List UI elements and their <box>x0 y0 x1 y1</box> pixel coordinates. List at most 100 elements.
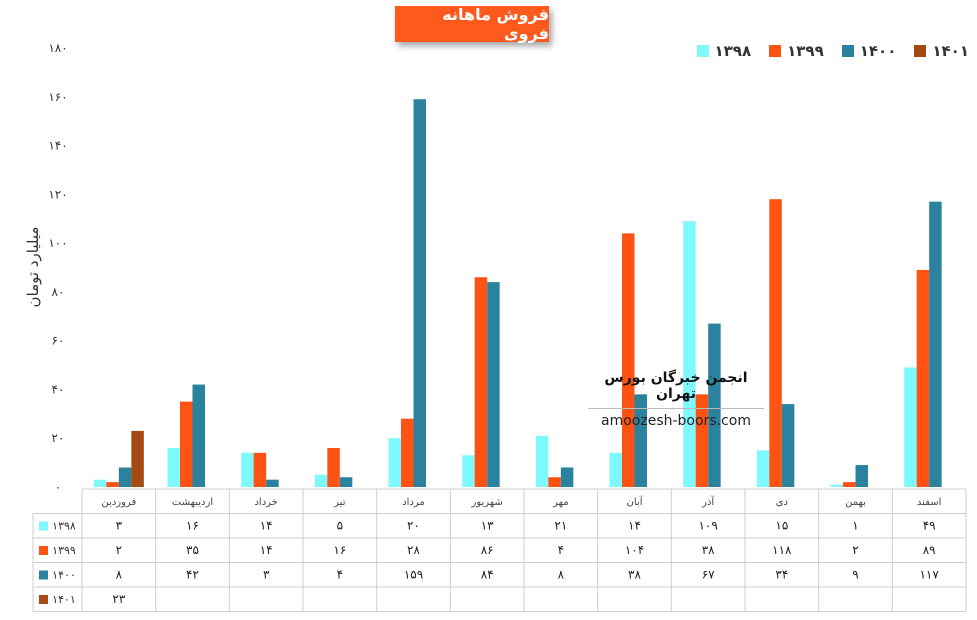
bar-9-1 <box>769 199 782 487</box>
bar-11-1 <box>916 269 930 487</box>
data-label: ۱۵ <box>775 519 788 533</box>
category-label: اسفند <box>917 497 941 508</box>
legend-label: ۱۴۰۰ <box>859 42 897 60</box>
bar-4-0 <box>388 438 401 487</box>
data-label: ۱۴ <box>628 519 641 533</box>
category-label: مرداد <box>402 497 425 508</box>
data-label: ۱۱۷ <box>919 568 939 582</box>
bar-3-1 <box>327 447 340 487</box>
bar-3-2 <box>339 477 353 487</box>
category-label: آذر <box>701 495 715 508</box>
bar-6-2 <box>560 467 574 487</box>
bar-7-2 <box>634 394 647 487</box>
data-label: ۱۰۹ <box>698 519 717 533</box>
table-series-name: ۱۳۹۸ <box>52 520 76 533</box>
data-label: ۱۰۴ <box>625 543 644 557</box>
data-label: ۱۴ <box>260 519 273 533</box>
y-tick-label: ۰ <box>55 480 61 494</box>
bar-4-2 <box>413 99 426 487</box>
bar-10-0 <box>830 484 843 487</box>
data-label: ۱۶ <box>186 519 199 533</box>
bar-4-1 <box>401 418 414 487</box>
table-series-name: ۱۳۹۹ <box>52 544 76 557</box>
data-label: ۲ <box>116 543 122 557</box>
bar-3-0 <box>314 474 328 487</box>
data-label: ۸۴ <box>481 568 494 582</box>
table-series-swatch <box>39 595 48 604</box>
bar-6-0 <box>535 435 549 487</box>
bar-8-1 <box>695 394 709 487</box>
y-tick-label: ۲۰ <box>52 431 65 445</box>
category-label: دی <box>776 497 788 508</box>
data-label: ۸۶ <box>481 543 494 557</box>
bar-9-2 <box>781 404 795 487</box>
legend: ۱۳۹۸ ۱۳۹۹ ۱۴۰۰ ۱۴۰۱ <box>696 42 969 60</box>
bar-7-0 <box>609 452 622 487</box>
chart-title-box: فروش ماهانه فروی <box>395 5 549 43</box>
y-tick-label: ۶۰ <box>52 334 65 348</box>
bar-0-2 <box>118 467 132 487</box>
legend-swatch <box>769 45 782 57</box>
bar-7-1 <box>622 233 635 487</box>
category-label: تیر <box>333 497 346 508</box>
table-series-name: ۱۴۰۱ <box>52 593 76 606</box>
watermark-divider <box>588 408 764 409</box>
category-label: شهریور <box>471 497 503 508</box>
y-tick-label: ۱۲۰ <box>48 187 67 201</box>
bar-8-2 <box>708 323 721 487</box>
bar-10-1 <box>843 482 856 487</box>
data-label: ۶۷ <box>702 568 715 582</box>
bar-0-1 <box>106 482 119 487</box>
bar-5-1 <box>474 277 488 487</box>
data-label: ۴۲ <box>186 568 199 582</box>
data-label: ۹ <box>852 568 858 582</box>
data-label: ۴ <box>558 543 564 557</box>
bar-9-0 <box>756 450 770 487</box>
category-label: مهر <box>552 497 568 508</box>
data-label: ۳۸ <box>628 568 641 582</box>
watermark-title: انجمن خبرگان بورس تهران <box>604 370 748 402</box>
legend-label: ۱۳۹۸ <box>714 42 752 60</box>
data-label: ۵ <box>337 519 343 533</box>
category-label: فروردین <box>101 497 136 508</box>
legend-label: ۱۳۹۹ <box>787 42 824 60</box>
bar-5-2 <box>487 282 500 487</box>
table-series-swatch <box>39 570 48 580</box>
data-label: ۱۳ <box>481 519 494 533</box>
data-label: ۳۵ <box>186 543 199 557</box>
bar-1-2 <box>192 384 205 487</box>
table-series-name: ۱۴۰۰ <box>52 569 76 582</box>
bar-2-1 <box>253 452 267 487</box>
table-series-swatch <box>39 546 48 555</box>
category-label: خرداد <box>254 497 277 508</box>
category-label: آبان <box>627 495 644 508</box>
watermark-url: amoozesh-boors.com <box>601 413 751 429</box>
y-axis-label: میلیارد تومان <box>24 226 42 308</box>
chart-title: فروش ماهانه فروی <box>442 5 549 43</box>
data-label: ۱ <box>852 519 858 533</box>
bar-8-0 <box>683 221 696 487</box>
bar-1-1 <box>180 401 193 487</box>
bar-11-2 <box>929 201 942 487</box>
data-label: ۲۳ <box>112 592 125 606</box>
data-label: ۸ <box>116 568 123 582</box>
data-label: ۱۴ <box>260 543 273 557</box>
category-label: اردیبهشت <box>172 497 213 508</box>
bar-0-3 <box>131 430 144 487</box>
data-label: ۸۹ <box>923 543 936 557</box>
data-label: ۱۵۹ <box>404 568 423 582</box>
legend-item: ۱۳۹۸ <box>696 42 752 60</box>
data-label: ۲۰ <box>407 519 420 533</box>
data-label: ۴ <box>337 568 343 582</box>
y-tick-label: ۱۶۰ <box>48 90 67 104</box>
data-label: ۲ <box>852 543 858 557</box>
bar-11-0 <box>904 367 917 487</box>
bar-2-2 <box>266 479 279 487</box>
category-label: بهمن <box>845 497 866 508</box>
bar-0-0 <box>93 479 107 487</box>
y-tick-label: ۴۰ <box>52 382 65 396</box>
data-label: ۱۱۸ <box>772 543 792 557</box>
watermark: انجمن خبرگان بورس تهران amoozesh-boors.c… <box>588 370 764 429</box>
data-label: ۲۱ <box>554 519 567 533</box>
